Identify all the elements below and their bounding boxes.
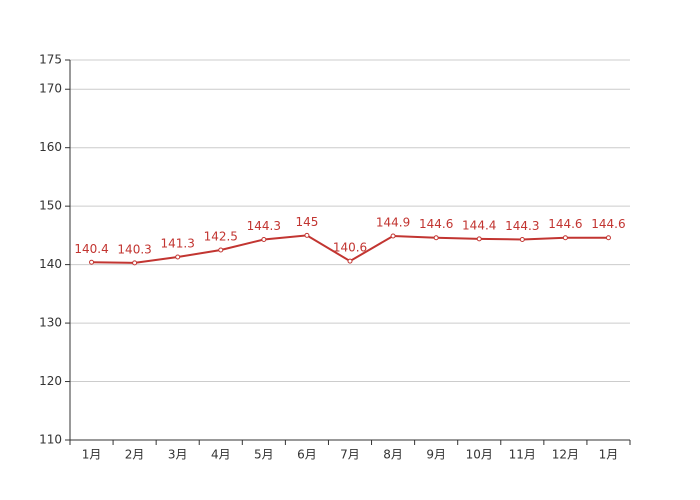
value-label: 142.5 [204, 230, 238, 244]
value-label: 144.4 [462, 218, 496, 232]
point [476, 236, 482, 242]
y-tick-label: 120 [39, 374, 62, 388]
x-tick-label: 5月 [254, 448, 274, 462]
x-tick-label: 4月 [211, 448, 231, 462]
value-label: 144.3 [505, 219, 539, 233]
y-tick-label: 150 [39, 199, 62, 213]
point [605, 235, 611, 241]
y-tick-label: 110 [39, 433, 62, 447]
value-label: 140.6 [333, 241, 367, 255]
x-tick-label: 1月 [599, 448, 619, 462]
point [218, 247, 224, 253]
point [261, 236, 267, 242]
point [304, 232, 310, 238]
value-label: 144.9 [376, 215, 410, 229]
y-tick-label: 170 [39, 82, 62, 96]
value-label: 140.3 [117, 242, 151, 256]
x-tick-label: 7月 [340, 448, 360, 462]
y-tick-label: 130 [39, 316, 62, 330]
y-tick-label: 140 [39, 257, 62, 271]
point [175, 254, 181, 260]
x-tick-label: 1月 [82, 448, 102, 462]
x-tick-label: 9月 [426, 448, 446, 462]
value-label: 140.4 [74, 242, 108, 256]
value-label: 144.6 [419, 217, 453, 231]
x-tick-label: 10月 [466, 448, 493, 462]
x-tick-label: 3月 [168, 448, 188, 462]
point [519, 236, 525, 242]
point [347, 258, 353, 264]
y-tick-label: 175 [39, 53, 62, 67]
point [390, 233, 396, 239]
x-tick-label: 2月 [125, 448, 145, 462]
point [562, 235, 568, 241]
x-tick-label: 6月 [297, 448, 317, 462]
value-label: 145 [295, 215, 318, 229]
point [433, 235, 439, 241]
y-tick-label: 160 [39, 140, 62, 154]
x-tick-label: 12月 [552, 448, 579, 462]
value-label: 141.3 [161, 237, 195, 251]
point [89, 259, 95, 265]
point [132, 260, 138, 266]
value-label: 144.6 [591, 217, 625, 231]
value-label: 144.3 [247, 219, 281, 233]
x-tick-label: 8月 [383, 448, 403, 462]
x-tick-label: 11月 [509, 448, 536, 462]
value-label: 144.6 [548, 217, 582, 231]
